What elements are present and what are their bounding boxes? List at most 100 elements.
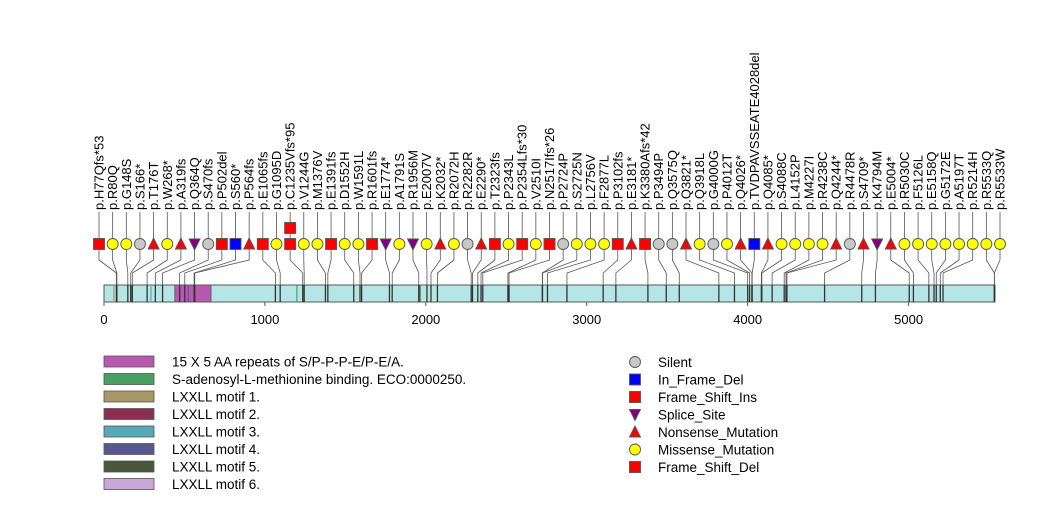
type-legend-label-4: Nonsense_Mutation	[658, 425, 778, 440]
mutation-label-17: p.E1391fs	[324, 151, 339, 210]
stem-link-52	[783, 250, 810, 285]
stem-link-64	[942, 250, 974, 285]
domain-0	[113, 285, 115, 302]
mutation-mark-16	[311, 238, 324, 250]
mutation-mark-44	[693, 238, 706, 250]
type-legend-label-6: Frame_Shift_Del	[658, 460, 759, 475]
mutation-mark-49	[761, 236, 775, 250]
type-legend-label-0: Silent	[658, 355, 692, 370]
mutation-label-66: p.R5533W	[993, 148, 1008, 210]
domain-legend-label-5: LXXLL motif 4.	[172, 442, 260, 457]
stem-link-6	[154, 250, 182, 285]
domain-legend-label-2: LXXLL motif 1.	[172, 390, 260, 405]
domain-legend-label-6: LXXLL motif 5.	[172, 460, 260, 475]
type-legend-label-2: Frame_Shift_Ins	[658, 390, 757, 405]
stem-link-56	[861, 250, 864, 285]
mutation-mark-27	[461, 238, 474, 250]
stem-link-63	[939, 250, 960, 285]
tick-label-0: 0	[100, 312, 107, 327]
mutation-mark-55	[843, 238, 856, 250]
mutation-mark-1	[106, 238, 119, 250]
mutation-label-48: p.TVDPAVSSEATE4028del	[747, 52, 762, 210]
stem-link-8	[179, 250, 209, 285]
mutation-mark-63	[953, 238, 965, 250]
mutation-label-52: p.M4227I	[801, 156, 816, 210]
stem-link-14	[289, 250, 304, 285]
mutation-label-4: p.T176T	[146, 162, 161, 210]
mutation-label-32: p.V2510I	[528, 158, 543, 210]
stem-link-41	[658, 250, 667, 285]
stem-link-61	[931, 250, 935, 285]
stem-link-11	[194, 250, 250, 285]
type-legend-symbol-5	[629, 443, 641, 456]
mutation-mark-2	[120, 238, 133, 250]
mutation-label-61: p.E5158Q	[924, 151, 939, 210]
mutation-label-65: p.R5533Q	[979, 151, 994, 210]
mutation-mark-20	[366, 238, 378, 250]
stem-link-19	[357, 250, 361, 285]
stem-link-51	[771, 250, 796, 285]
domain-swatch-1	[103, 373, 155, 385]
stem-link-9	[184, 250, 223, 285]
mutation-mark-15	[297, 238, 310, 250]
tick-label-5000: 5000	[894, 312, 923, 327]
domain-swatch-3	[103, 408, 155, 420]
protein-domains	[113, 284, 996, 303]
type-legend-symbol-4	[628, 424, 642, 438]
stem-link-20	[361, 250, 373, 285]
domain-swatch-5	[103, 443, 155, 455]
domain-2	[150, 285, 152, 302]
stem-link-62	[935, 250, 946, 285]
stem-link-39	[615, 250, 632, 285]
domain-swatch-6	[103, 460, 155, 473]
stem-link-38	[602, 250, 619, 285]
mutation-mark-3	[134, 238, 146, 250]
mutation-mark-48	[748, 238, 761, 250]
mutation-label-31: p.P2354Lfs*30	[515, 125, 530, 210]
mutation-label-36: p.L2756V	[583, 154, 598, 210]
mutation-label-64: p.R5214H	[965, 151, 980, 210]
mutation-label-46: p.P4012T	[719, 154, 734, 210]
mutation-label-35: p.S2725N	[569, 152, 584, 210]
mutation-mark-17	[325, 238, 338, 250]
mutation-marks	[93, 222, 1006, 252]
mutation-mark-36	[584, 238, 597, 250]
mutation-mark-26	[447, 238, 460, 250]
type-legend-label-3: Splice_Site	[658, 408, 726, 423]
domain-legend: 15 X 5 AA repeats of S/P-P-P-E/P-E/A. S-a…	[103, 355, 466, 492]
stem-link-13	[276, 250, 281, 285]
mutation-mark-14	[284, 238, 297, 250]
stem-link-37	[566, 250, 605, 285]
stem-link-48	[751, 250, 755, 285]
stem-link-45	[712, 250, 749, 285]
mutation-mark-37	[598, 238, 611, 250]
mutation-mark-7	[188, 238, 201, 252]
mutation-mark-0	[93, 238, 105, 250]
mutation-label-55: p.R4478R	[842, 151, 857, 210]
domain-legend-label-0: 15 X 5 AA repeats of S/P-P-P-E/P-E/A.	[172, 355, 404, 370]
mutation-mark-10	[229, 238, 242, 250]
mutation-label-2: p.G148S	[119, 158, 134, 210]
mutation-mark-61	[925, 238, 938, 250]
mutation-label-29: p.T2323fs	[487, 152, 502, 210]
stem-link-28	[472, 250, 482, 285]
mutation-mark-43	[679, 236, 693, 250]
mutation-label-14: p.C1235Vfs*95	[283, 123, 298, 210]
mutation-mark-29	[488, 238, 501, 250]
stem-link-66	[993, 250, 1001, 285]
mutation-mark-65	[980, 238, 993, 250]
mutation-mark-30	[502, 238, 515, 250]
stem-link-4	[131, 250, 155, 285]
stem-link-60	[917, 250, 930, 285]
mutation-mark-12	[256, 238, 269, 250]
stem-link-54	[786, 250, 837, 285]
type-legend-label-1: In_Frame_Del	[658, 373, 744, 388]
mutation-label-41: p.P3494P	[651, 153, 666, 210]
mutation-label-6: p.A319fs	[173, 158, 188, 210]
mutation-mark-50	[775, 238, 788, 250]
type-legend-symbol-3	[628, 409, 642, 422]
stem-link-49	[760, 250, 769, 285]
mutation-mark-41	[652, 238, 665, 250]
mutation-label-16: p.M1376V	[310, 150, 325, 210]
